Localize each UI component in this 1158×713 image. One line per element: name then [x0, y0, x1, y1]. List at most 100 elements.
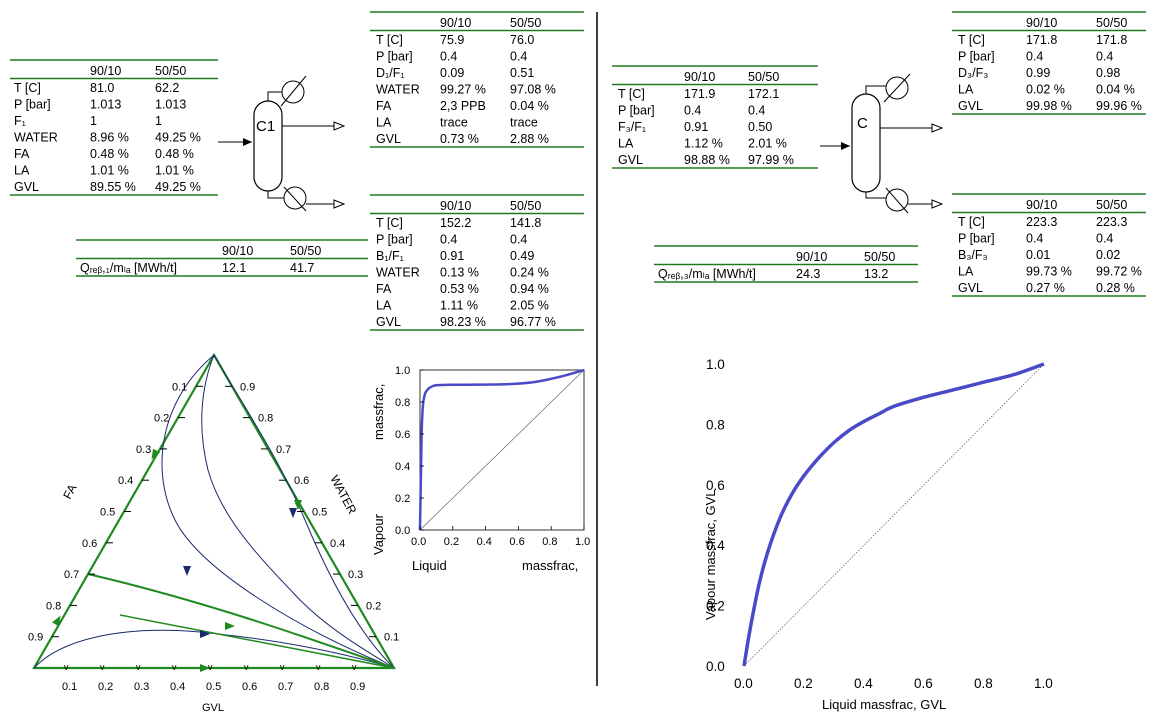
y-tick-label: 0.0	[395, 525, 410, 537]
table-cell: 0.51	[510, 66, 534, 80]
table-cell: 76.0	[510, 33, 534, 47]
arrow-icon	[225, 622, 235, 630]
x-tick-label: 0.6	[914, 676, 933, 691]
table-row-label: P [bar]	[376, 233, 413, 247]
table-cell: 0.09	[440, 66, 464, 80]
table-header: 50/50	[748, 70, 779, 84]
table-cell: 0.4	[748, 104, 765, 118]
table-row-label: Qᵣₑᵦ,₃/mₗₐ [MWh/t]	[658, 267, 756, 281]
table-cell: 1	[155, 114, 162, 128]
tick-label-bottom: 0.2	[98, 681, 113, 693]
axis-label-water: WATER	[327, 473, 359, 517]
table-cell: 0.91	[684, 120, 708, 134]
equilibrium-curve	[418, 368, 585, 531]
table-header: 90/10	[440, 16, 471, 30]
arrow-icon	[151, 448, 160, 460]
y-tick-label: 0.8	[395, 397, 410, 409]
table-cell: 1.01 %	[155, 164, 194, 178]
tick-label-right: 0.8	[258, 413, 273, 425]
table-row-label: T [C]	[958, 215, 985, 229]
table-row-label: T [C]	[376, 33, 403, 47]
table-cell: 0.04 %	[1096, 83, 1135, 97]
table-cell: 171.9	[684, 87, 715, 101]
table-cell: 97.08 %	[510, 83, 556, 97]
table-header: 90/10	[440, 199, 471, 213]
column-body	[253, 100, 283, 192]
tick-mark-bottom: v	[172, 662, 177, 672]
tick-mark-bottom: v	[64, 662, 69, 672]
reboiler-slash	[283, 186, 307, 212]
table-cell: 0.99	[1026, 66, 1050, 80]
reboiler-slash	[885, 187, 909, 214]
table-row-label: T [C]	[14, 81, 41, 95]
table-cell: 1.013	[155, 98, 186, 112]
table-cell: 0.02 %	[1026, 83, 1065, 97]
distillate-stream	[879, 120, 942, 128]
tick-label-right: 0.3	[348, 569, 363, 581]
table-row-label: FA	[376, 99, 392, 113]
table-cell: 2.01 %	[748, 137, 787, 151]
table-row-label: LA	[14, 164, 30, 178]
table-cell: 2,3 PPB	[440, 99, 486, 113]
tick-label-left: 0.5	[100, 507, 115, 519]
tick-mark-bottom: v	[208, 662, 213, 672]
table-row-label: T [C]	[376, 216, 403, 230]
table-cell: 0.48 %	[155, 147, 194, 161]
tick-label-left: 0.3	[136, 444, 151, 456]
table-cell: 1.11 %	[440, 299, 478, 313]
table-header: 50/50	[155, 64, 186, 78]
tick-label-left: 0.4	[118, 475, 133, 487]
ternary-diagram: 0.1 0.9 v 0.1 0.2 0.8 v 0.2 0.3 0.7 v 0.3 0.4 0.6 v 0.4…	[28, 352, 399, 713]
tick-label-bottom: 0.1	[62, 681, 77, 693]
arrow-icon	[183, 566, 191, 576]
arrow-icon	[289, 508, 297, 518]
x-axis-label: Liquid	[412, 558, 447, 573]
table-header: 50/50	[1096, 16, 1127, 30]
table-cell: 0.48 %	[90, 147, 129, 161]
table-cell: 89.55 %	[90, 180, 136, 194]
table-row-label: GVL	[958, 281, 983, 295]
vapour-line	[865, 85, 886, 94]
table-cell: 0.91	[440, 249, 464, 263]
residue-curve-1	[201, 354, 395, 669]
table-cell: 0.28 %	[1096, 281, 1135, 295]
tick-mark-bottom: v	[352, 662, 357, 672]
table-cell: 62.2	[155, 81, 179, 95]
y-tick-label: 0.2	[706, 599, 725, 614]
table-cell: 41.7	[290, 261, 314, 275]
y-tick-label: 0.6	[706, 478, 725, 493]
y-axis-label: massfrac,	[371, 384, 386, 440]
y-axis-label: Vapour massfrac, GVL	[703, 489, 718, 620]
column-body	[851, 93, 881, 193]
tick-mark-bottom: v	[244, 662, 249, 672]
table-header: 50/50	[290, 244, 321, 258]
axis-label-fa: FA	[60, 482, 79, 502]
tick-label-right: 0.7	[276, 444, 291, 456]
tick-label-bottom: 0.8	[314, 681, 329, 693]
table-cell: 98.88 %	[684, 153, 730, 167]
tick-label-left: 0.8	[46, 600, 61, 612]
table-cell: 99.98 %	[1026, 99, 1072, 113]
tick-label-right: 0.4	[330, 538, 345, 550]
table-header: 90/10	[222, 244, 253, 258]
table-row-label: B₁/F₁	[376, 249, 404, 263]
tick-mark-bottom: v	[316, 662, 321, 672]
ternary-frame	[32, 352, 396, 670]
table-cell: 0.73 %	[440, 132, 479, 146]
table-cell: 99.73 %	[1026, 265, 1072, 279]
table-cell: 0.94 %	[510, 282, 549, 296]
table-cell: 12.1	[222, 261, 246, 275]
table-cell: 171.8	[1096, 33, 1127, 47]
table-cell: trace	[440, 116, 468, 130]
table-header: 50/50	[1096, 198, 1127, 212]
table-row-label: FA	[14, 147, 30, 161]
y-tick-label: 1.0	[706, 357, 725, 372]
table-cell: 75.9	[440, 33, 464, 47]
table-cell: 98.23 %	[440, 315, 486, 329]
tick-label-right: 0.2	[366, 600, 381, 612]
right-reboiler-duty-table: 90/10 50/50 Qᵣₑᵦ,₃/mₗₐ [MWh/t] 24.3 13.2	[654, 245, 918, 283]
table-cell: 0.04 %	[510, 99, 549, 113]
table-cell: 0.98	[1096, 66, 1120, 80]
table-row-label: T [C]	[618, 87, 645, 101]
